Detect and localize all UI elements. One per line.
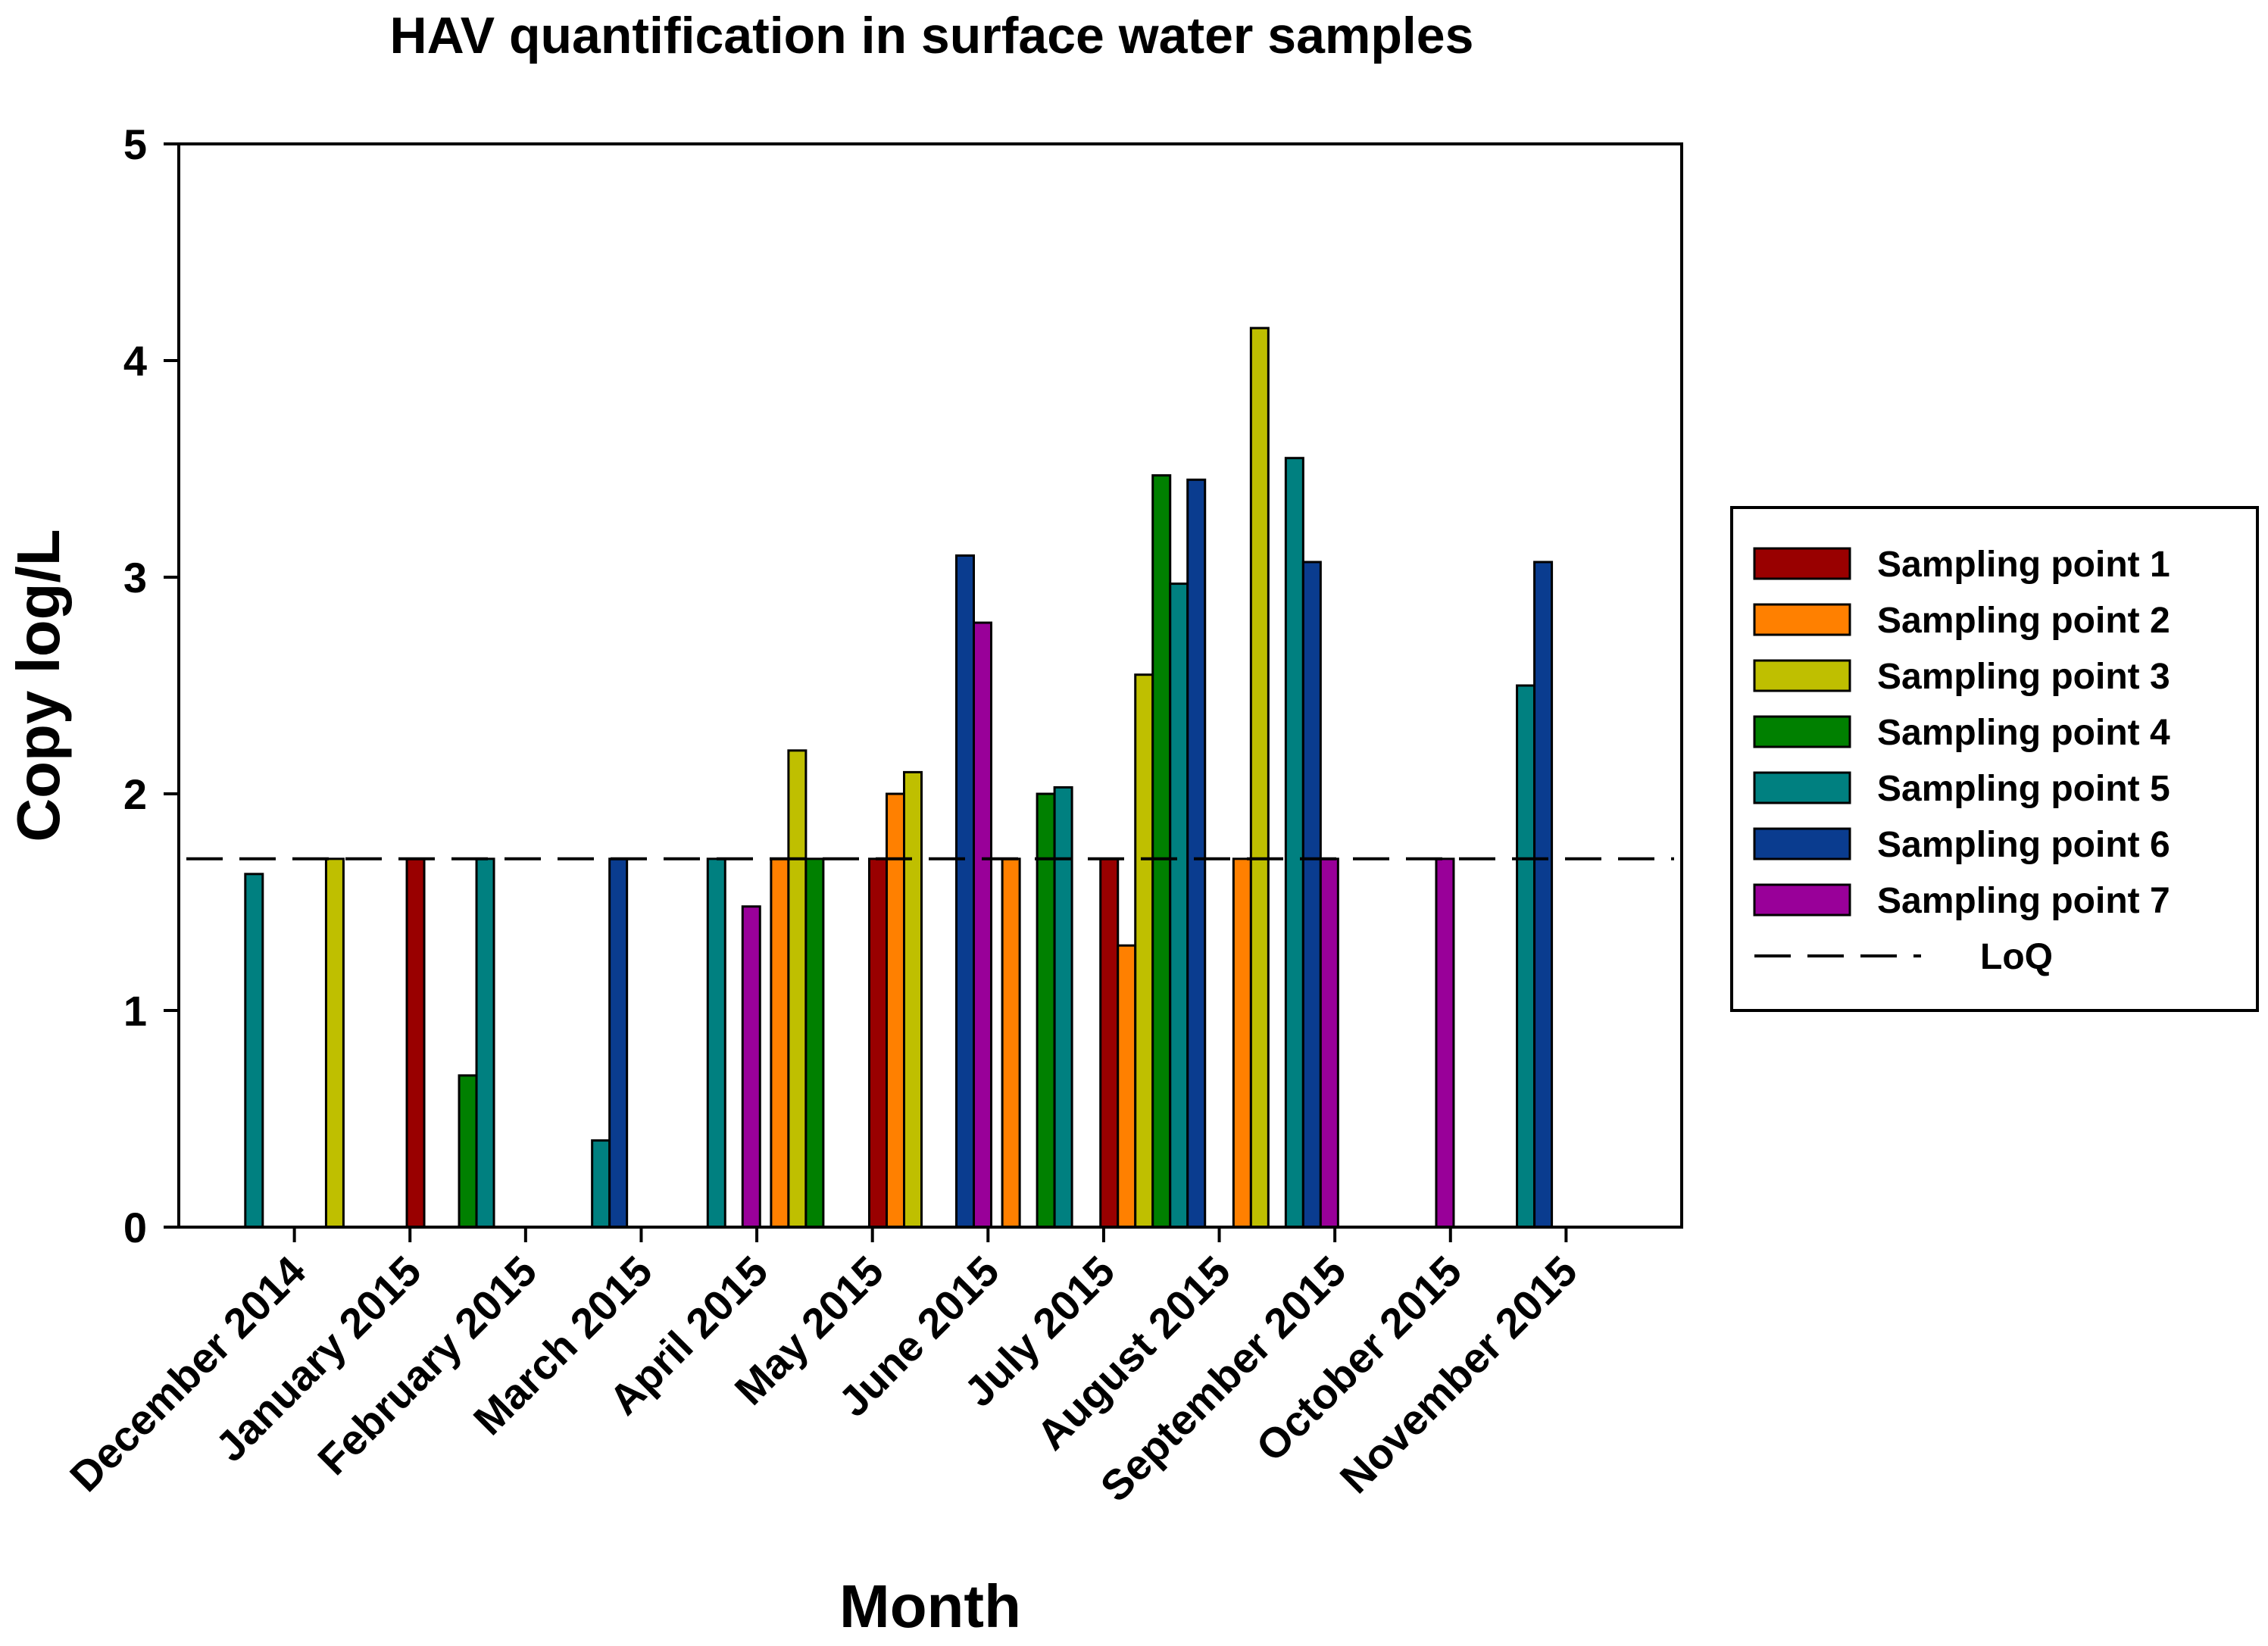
bar bbox=[1169, 583, 1189, 1229]
bars-group bbox=[244, 326, 1554, 1229]
y-tick-label: 5 bbox=[123, 120, 147, 168]
bar bbox=[405, 857, 426, 1229]
y-tick-label: 1 bbox=[123, 987, 147, 1035]
bar bbox=[770, 857, 790, 1229]
bar bbox=[903, 770, 923, 1229]
bar bbox=[868, 857, 888, 1229]
bar bbox=[1516, 684, 1536, 1229]
y-axis-label: Copy log/L bbox=[5, 529, 72, 842]
y-tick-label: 2 bbox=[123, 770, 147, 818]
bar bbox=[1151, 474, 1172, 1229]
bar bbox=[1249, 326, 1270, 1229]
legend-label: Sampling point 6 bbox=[1877, 825, 2170, 865]
y-tick-label: 4 bbox=[123, 337, 147, 385]
bar bbox=[1284, 457, 1304, 1229]
legend-swatch bbox=[1753, 771, 1851, 804]
bar bbox=[741, 905, 761, 1229]
bar bbox=[1533, 561, 1554, 1229]
bar bbox=[475, 857, 495, 1229]
bar bbox=[1053, 786, 1073, 1229]
bar bbox=[973, 621, 992, 1229]
legend: Sampling point 1 Sampling point 2 Sampling… bbox=[1730, 506, 2259, 1012]
x-axis-label: Month bbox=[839, 1573, 1021, 1640]
legend-swatch bbox=[1753, 715, 1851, 748]
bar bbox=[955, 554, 975, 1229]
bar bbox=[1001, 857, 1021, 1229]
legend-label: Sampling point 1 bbox=[1877, 545, 2170, 585]
bar bbox=[591, 1139, 611, 1229]
legend-label: Sampling point 5 bbox=[1877, 769, 2170, 809]
bar bbox=[1134, 673, 1154, 1229]
bar bbox=[787, 749, 808, 1229]
bar bbox=[1232, 857, 1252, 1229]
legend-label: Sampling point 2 bbox=[1877, 601, 2170, 641]
y-tick-label: 3 bbox=[123, 554, 147, 601]
bar bbox=[1117, 944, 1137, 1229]
y-axis: 0 1 2 3 4 5 bbox=[123, 120, 179, 1251]
bar bbox=[458, 1074, 478, 1229]
legend-swatch bbox=[1753, 659, 1851, 692]
legend-label: Sampling point 4 bbox=[1877, 713, 2170, 753]
legend-label: LoQ bbox=[1980, 937, 2053, 977]
legend-swatch bbox=[1753, 547, 1851, 580]
bar bbox=[804, 857, 825, 1229]
bar bbox=[1099, 857, 1120, 1229]
bar bbox=[1319, 857, 1339, 1229]
bar bbox=[324, 857, 345, 1229]
x-tick-label: October 2015 bbox=[1247, 1247, 1470, 1470]
legend-frame bbox=[1730, 506, 2259, 1012]
bar bbox=[608, 857, 629, 1229]
y-tick-label: 0 bbox=[123, 1204, 147, 1251]
legend-swatch bbox=[1753, 827, 1851, 860]
x-tick-label: January 2015 bbox=[206, 1247, 430, 1471]
bar bbox=[706, 857, 726, 1229]
bar bbox=[1435, 857, 1455, 1229]
chart-title: HAV quantification in surface water samp… bbox=[390, 7, 1474, 64]
plot-area-frame bbox=[177, 142, 1683, 1229]
legend-label: Sampling point 3 bbox=[1877, 657, 2170, 697]
bar bbox=[1301, 561, 1322, 1229]
bar bbox=[244, 873, 264, 1229]
bar bbox=[1186, 478, 1207, 1229]
legend-swatch bbox=[1753, 883, 1851, 917]
legend-label: Sampling point 7 bbox=[1877, 881, 2170, 921]
legend-swatch bbox=[1753, 603, 1851, 636]
